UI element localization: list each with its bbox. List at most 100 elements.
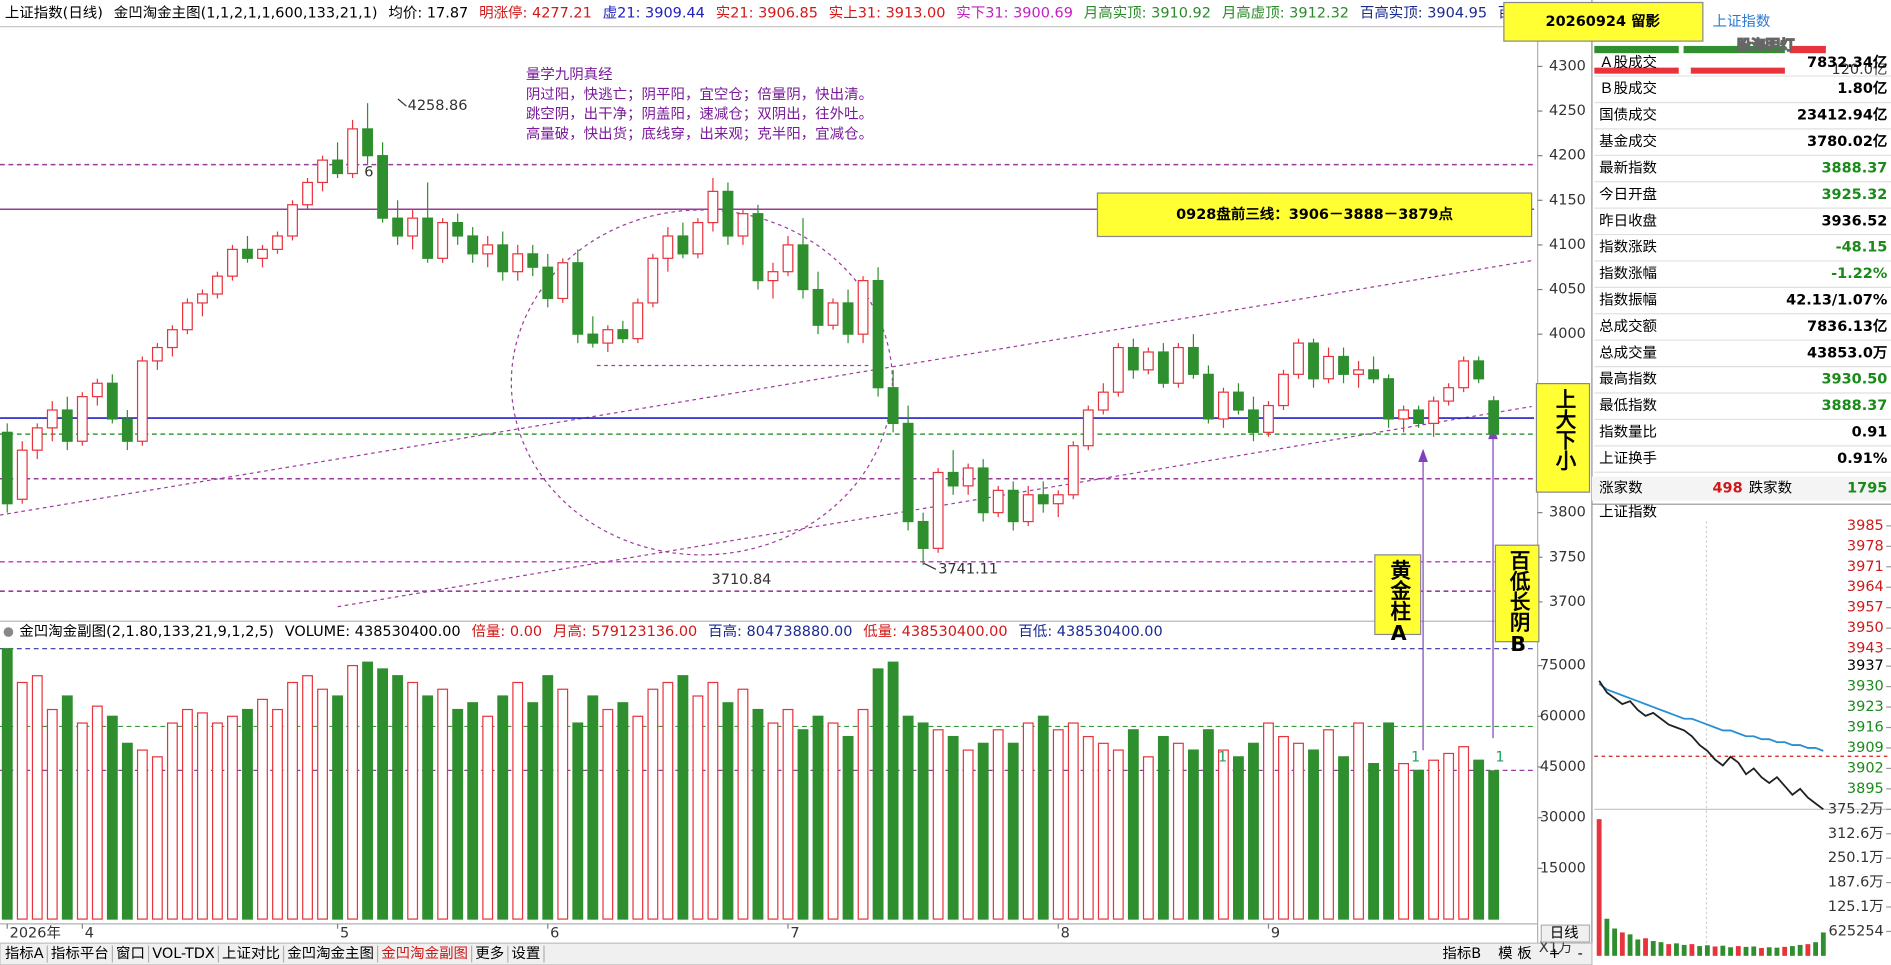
- period[interactable]: 日线: [1550, 925, 1579, 942]
- mini-volume: [1666, 944, 1672, 956]
- volume-bar: [512, 681, 524, 920]
- trend-line: [0, 260, 1532, 516]
- annotation: 3710.84: [712, 572, 772, 588]
- candle-body: [632, 302, 644, 340]
- candle-body: [527, 253, 539, 268]
- candle-body: [482, 244, 494, 255]
- tab[interactable]: 金凹淘金副图: [381, 945, 468, 962]
- mini-tick-label: 3923: [1847, 699, 1884, 715]
- stat-label: 昨日收盘: [1599, 211, 1657, 229]
- legend-item: 低量: 438530400.00: [863, 623, 1007, 640]
- tab[interactable]: 窗口: [116, 944, 145, 962]
- tab[interactable]: +: [1549, 946, 1561, 962]
- legend-item: 百低: 438530400.00: [1018, 623, 1162, 640]
- candle-body: [812, 288, 824, 326]
- candle-body: [947, 471, 959, 487]
- mini-volume: [1712, 946, 1718, 956]
- x-tick-label: 9: [1271, 926, 1280, 942]
- volume-mark: 1: [1495, 749, 1504, 765]
- note: 黄金柱A: [1387, 559, 1412, 645]
- tab[interactable]: 指标A: [5, 945, 44, 962]
- mini-tick-label: 3964: [1847, 579, 1884, 595]
- candle-body: [302, 181, 313, 206]
- volume-bar: [1142, 756, 1154, 920]
- stamp: 20260924 留影: [1546, 12, 1661, 30]
- volume-bar: [46, 708, 58, 920]
- mini-volume: [1619, 932, 1625, 956]
- volume-bar: [181, 708, 193, 920]
- x-tick-label: 4: [85, 926, 94, 942]
- x-tick-label: 5: [340, 926, 349, 942]
- candle-body: [392, 217, 404, 237]
- mini-volume: [1805, 944, 1811, 956]
- mini-tick-label: 250.1万: [1828, 850, 1884, 866]
- candle-body: [151, 346, 163, 362]
- candle-body: [347, 128, 358, 175]
- candle-body: [422, 217, 434, 259]
- volume-bar: [437, 688, 449, 920]
- mini-volume: [1643, 938, 1648, 956]
- poem-line: 高量破，快出货；底线穿，出来观；克半阳，宜减仓。: [526, 126, 873, 143]
- tab[interactable]: 指标平台: [51, 945, 109, 962]
- candle-body: [437, 222, 449, 259]
- candle-body: [181, 302, 193, 331]
- candle-body: [1263, 404, 1274, 433]
- stat-label: 上证换手: [1599, 450, 1657, 467]
- legend-item: 均价: 17.87: [388, 4, 468, 21]
- volume-bar: [1488, 770, 1500, 920]
- mini-tick-label: 3902: [1847, 760, 1884, 776]
- legend-icon: [3, 627, 14, 637]
- mini-volume: [1735, 946, 1741, 956]
- stat-value: 3888.37: [1821, 160, 1887, 176]
- candle-body: [1142, 351, 1154, 371]
- mini-volume: [1782, 946, 1788, 956]
- volume-bar: [212, 722, 223, 920]
- tab[interactable]: 指标B: [1442, 945, 1481, 962]
- legend-item: 金凹淘金主图(1,1,2,1,1,600,133,21,1): [114, 4, 378, 21]
- mini-title: 上证指数: [1599, 504, 1657, 521]
- volume-bar: [1217, 749, 1229, 920]
- tab[interactable]: 设置: [511, 945, 540, 962]
- breadth-label: 涨家数: [1599, 480, 1643, 497]
- candle-body: [842, 302, 854, 335]
- tab[interactable]: 更多: [475, 945, 504, 962]
- mini-volume: [1658, 942, 1664, 956]
- y-tick-label: 4000: [1549, 326, 1586, 342]
- volume-bar: [707, 681, 719, 920]
- candle-body: [872, 280, 884, 389]
- volume-bar: [1187, 749, 1199, 920]
- volume-bar: [121, 742, 133, 920]
- mini-tick-label: 3937: [1847, 658, 1884, 674]
- candle-body: [782, 244, 794, 273]
- legend-item: 实下31: 3900.69: [956, 4, 1073, 21]
- tab[interactable]: 上证对比: [222, 945, 280, 962]
- volume-bar: [977, 742, 989, 920]
- candle-body: [587, 333, 599, 344]
- candle-body: [857, 280, 869, 335]
- volume-bar: [962, 749, 974, 920]
- mini-volume: [1697, 946, 1703, 956]
- tab[interactable]: -: [1578, 946, 1583, 962]
- candle-body: [1428, 400, 1440, 425]
- mini-tick-label: 3978: [1847, 538, 1884, 554]
- stat-label: 最新指数: [1599, 159, 1657, 176]
- candle-body: [602, 329, 614, 344]
- candle-body: [1202, 373, 1214, 420]
- candle-body: [1007, 489, 1019, 523]
- candle-body: [1157, 351, 1169, 384]
- ratio-bar: [1594, 45, 1679, 54]
- mini-tick-label: 125.1万: [1828, 899, 1884, 915]
- candle-body: [46, 409, 58, 429]
- candle-body: [722, 190, 734, 237]
- candle-body: [1473, 360, 1485, 380]
- candle-body: [377, 155, 389, 219]
- legend-item: 上证指数(日线): [5, 4, 103, 21]
- tab[interactable]: VOL-TDX: [152, 946, 215, 962]
- volume-bar: [1353, 722, 1364, 920]
- volume-bar: [136, 749, 148, 920]
- stat-label: 国债成交: [1599, 106, 1657, 124]
- tab[interactable]: 金凹淘金主图: [287, 945, 374, 962]
- candle-body: [1172, 346, 1184, 384]
- tab[interactable]: 模 板: [1498, 944, 1532, 962]
- stat-label: Ｂ股成交: [1599, 79, 1657, 97]
